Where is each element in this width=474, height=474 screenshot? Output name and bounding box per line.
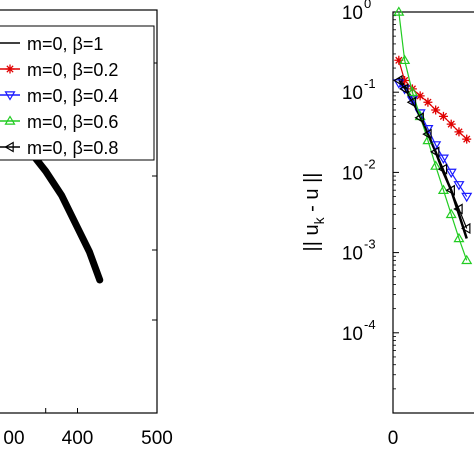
legend-marker-1-stroke [5,64,15,74]
right-series-3-point-7 [445,208,457,219]
right-series-4-point-1 [398,83,409,95]
right-series-4-point-2 [406,96,417,108]
right-series-2 [393,79,473,203]
right-series-2-point-8 [453,181,465,191]
right-series-1-point-3-stroke [415,91,425,101]
right-y-tick-label-2: 10 [342,163,363,184]
right-series-1-point-6 [438,111,448,121]
legend-marker-4 [4,141,14,153]
right-series-3-point-5 [430,160,442,170]
right-series-3-point-1 [399,54,411,65]
right-series-3-point-6 [437,184,449,194]
right-y-tick-label-3: 10 [342,244,363,265]
left-x-tick-label-0: 400 [62,428,94,449]
legend-marker-1 [5,64,15,74]
right-series-4-point-5 [429,146,440,158]
right-y-tick-exp-0: 0 [364,0,371,11]
right-series-3-point-3 [414,110,426,121]
right-y-tick-label-1: 10 [342,83,363,104]
right-series-4-point-3 [414,112,424,124]
legend-item-1: m=0, β=0.2 [0,60,118,80]
right-y-tick-exp-4: -4 [364,317,376,332]
right-series-1-point-5 [431,105,441,115]
right-series-3-point-9 [461,254,473,265]
right-series-line-1 [398,60,468,140]
right-series-1-point-6-stroke [438,111,448,121]
right-series-2-point-9 [461,192,473,203]
right-series-4-point-8 [453,203,463,215]
right-series-1-point-9-stroke [462,134,472,144]
right-series-1-point-4-stroke [423,97,433,107]
right-series-4-point-4 [422,128,432,140]
legend-item-0: m=0, β=1 [0,34,103,54]
legend-item-3: m=0, β=0.6 [0,112,118,132]
right-series-1-point-1-stroke [400,75,410,85]
right-series-3-point-8 [453,232,465,243]
right-y-tick-exp-1: -1 [364,76,376,91]
right-series-1-point-8 [454,127,464,137]
right-series-3 [393,6,473,265]
legend-label-0: m=0, β=1 [27,34,103,54]
right-series-1-point-9 [462,134,472,144]
legend-marker-2 [4,91,16,101]
right-series-1-point-0 [394,55,404,65]
right-series-1-point-3 [415,91,425,101]
right-y-tick-label-4: 10 [342,324,363,345]
right-series-1-point-0-stroke [394,55,404,65]
right-series-line-4 [398,80,468,229]
legend-marker-3 [4,115,16,125]
right-series-4 [393,74,471,235]
right-series-1-point-4 [423,97,433,107]
right-series-line-2 [398,82,468,197]
left-x-tick-label-1: 500 [141,428,173,449]
left-x-tick-label-partial: 00 [3,428,24,449]
legend-item-4: m=0, β=0.8 [0,138,118,158]
right-series-3-point-2 [406,86,418,96]
right-series-3-point-0 [393,6,405,16]
right-axes-box [392,11,474,414]
legend: m=0, β=1 m=0, β=0.2 m=0, β=0.4 m=0, β=0.6 m=… [0,25,155,161]
legend-item-2: m=0, β=0.4 [0,86,118,106]
right-series-4-point-7 [445,184,455,196]
right-series-2-point-7 [445,168,457,179]
legend-label-2: m=0, β=0.4 [27,86,118,106]
right-y-tick-exp-3: -3 [364,237,376,252]
legend-label-1: m=0, β=0.2 [27,60,118,80]
right-series-1-point-1 [400,75,410,85]
right-series-2-point-6 [437,154,449,164]
legend-label-3: m=0, β=0.6 [27,112,118,132]
legend-label-4: m=0, β=0.8 [27,138,118,158]
right-series-4-point-6 [437,163,448,175]
right-series-1 [394,55,472,144]
right-y-axis-label: || uk - u || [301,173,327,252]
right-y-tick-exp-2: -2 [364,156,376,171]
right-series-1-point-8-stroke [454,127,464,137]
right-y-tick-label-0: 10 [342,3,363,24]
right-series-1-point-7-stroke [446,119,456,129]
right-series-1-point-5-stroke [431,105,441,115]
right-series-line-3 [398,11,468,261]
right-x-tick-label-0: 0 [388,428,399,449]
right-series-4-point-9 [461,222,471,235]
right-series-1-point-7 [446,119,456,129]
legend-box [0,25,155,161]
right-series-4-point-0 [393,74,403,87]
